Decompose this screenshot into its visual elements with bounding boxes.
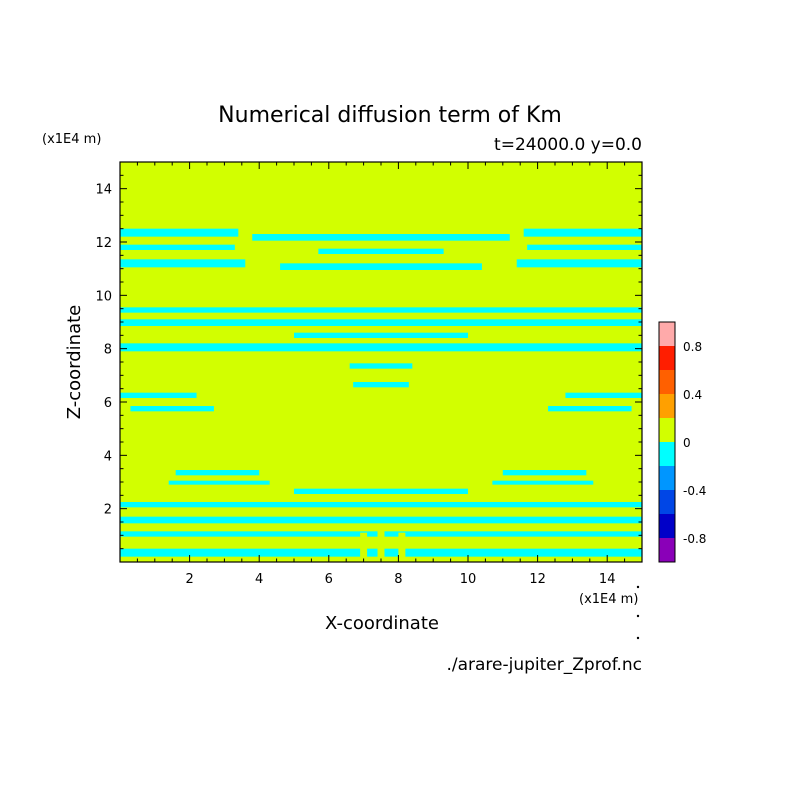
contour-region-negative (130, 406, 214, 412)
y-tick-label: 4 (104, 449, 112, 464)
contour-region-negative (120, 244, 235, 250)
contour-region-positive (360, 532, 368, 562)
contour-region-negative (565, 392, 642, 398)
contour-region-negative (349, 363, 413, 369)
contour-region-negative (318, 248, 444, 254)
contour-region-negative (120, 228, 239, 237)
x-tick-label: 14 (599, 572, 616, 587)
contour-region-negative (120, 516, 642, 524)
colorbar-tick-label: 0 (683, 436, 691, 450)
contour-region-negative (120, 307, 642, 313)
mark-dot (636, 614, 640, 618)
colorbar-swatch (659, 442, 675, 466)
contour-region-negative (294, 488, 468, 494)
x-tick-label: 8 (394, 572, 402, 587)
colorbar-swatch (659, 514, 675, 538)
mark-dot (636, 585, 640, 589)
colorbar-swatch (659, 466, 675, 490)
contour-region-negative (492, 480, 594, 485)
x-unit-label: (x1E4 m) (579, 592, 638, 607)
x-axis-label: X-coordinate (325, 613, 439, 634)
contour-region-negative (252, 234, 510, 241)
colorbar-swatch (659, 538, 675, 562)
colorbar-swatch (659, 322, 675, 346)
contour-region-negative (548, 406, 632, 412)
contour-region-negative (168, 480, 270, 485)
colorbar-swatch (659, 490, 675, 514)
x-tick-label: 2 (185, 572, 193, 587)
colorbar-frame (658, 321, 676, 563)
y-tick-label: 14 (95, 183, 112, 198)
colorbar-swatch (659, 394, 675, 418)
y-tick-label: 6 (104, 396, 112, 411)
colorbar-tick-label: 0.8 (683, 340, 702, 354)
y-tick-label: 2 (104, 503, 112, 518)
x-tick-label: 10 (460, 572, 477, 587)
x-tick-label: 6 (325, 572, 333, 587)
plot-area: 2 4 6 8 10 12 14 2 4 6 8 10 12 14 (95, 161, 643, 587)
colorbar-tick-label: -0.8 (683, 532, 706, 546)
contour-region-negative (516, 259, 642, 268)
x-tick-label: 12 (529, 572, 546, 587)
contour-region-negative (280, 263, 482, 270)
contour-region-negative (120, 319, 642, 326)
y-tick-label: 8 (104, 343, 112, 358)
contour-region-negative (120, 343, 642, 352)
colorbar: -0.8 -0.4 0 0.4 0.8 (658, 321, 706, 563)
colorbar-swatch (659, 370, 675, 394)
contour-region-negative (294, 332, 468, 338)
contour-region-negative (527, 244, 642, 250)
colorbar-swatch (659, 346, 675, 370)
y-axis-label: Z-coordinate (64, 305, 85, 420)
contour-region-negative (502, 470, 587, 476)
y-unit-label: (x1E4 m) (42, 132, 101, 147)
contour-region-negative (175, 470, 260, 476)
contour-region-negative (120, 259, 246, 268)
contour-region-positive (377, 530, 385, 562)
chart-subtitle: t=24000.0 y=0.0 (494, 135, 642, 155)
y-tick-label: 10 (95, 289, 112, 304)
contour-region-negative (120, 392, 197, 398)
colorbar-swatch (659, 418, 675, 442)
colorbar-tick-label: -0.4 (683, 484, 706, 498)
mark-dot (636, 636, 640, 640)
y-tick-label: 12 (95, 236, 112, 251)
contour-region-negative (523, 228, 642, 237)
contour-region-negative (353, 382, 409, 388)
source-file-label: ./arare-jupiter_Zprof.nc (446, 655, 642, 675)
contour-region-negative (120, 502, 642, 508)
x-tick-label: 4 (255, 572, 263, 587)
colorbar-tick-label: 0.4 (683, 388, 702, 402)
contour-region-positive (398, 532, 406, 562)
chart-title: Numerical diffusion term of Km (218, 103, 562, 128)
